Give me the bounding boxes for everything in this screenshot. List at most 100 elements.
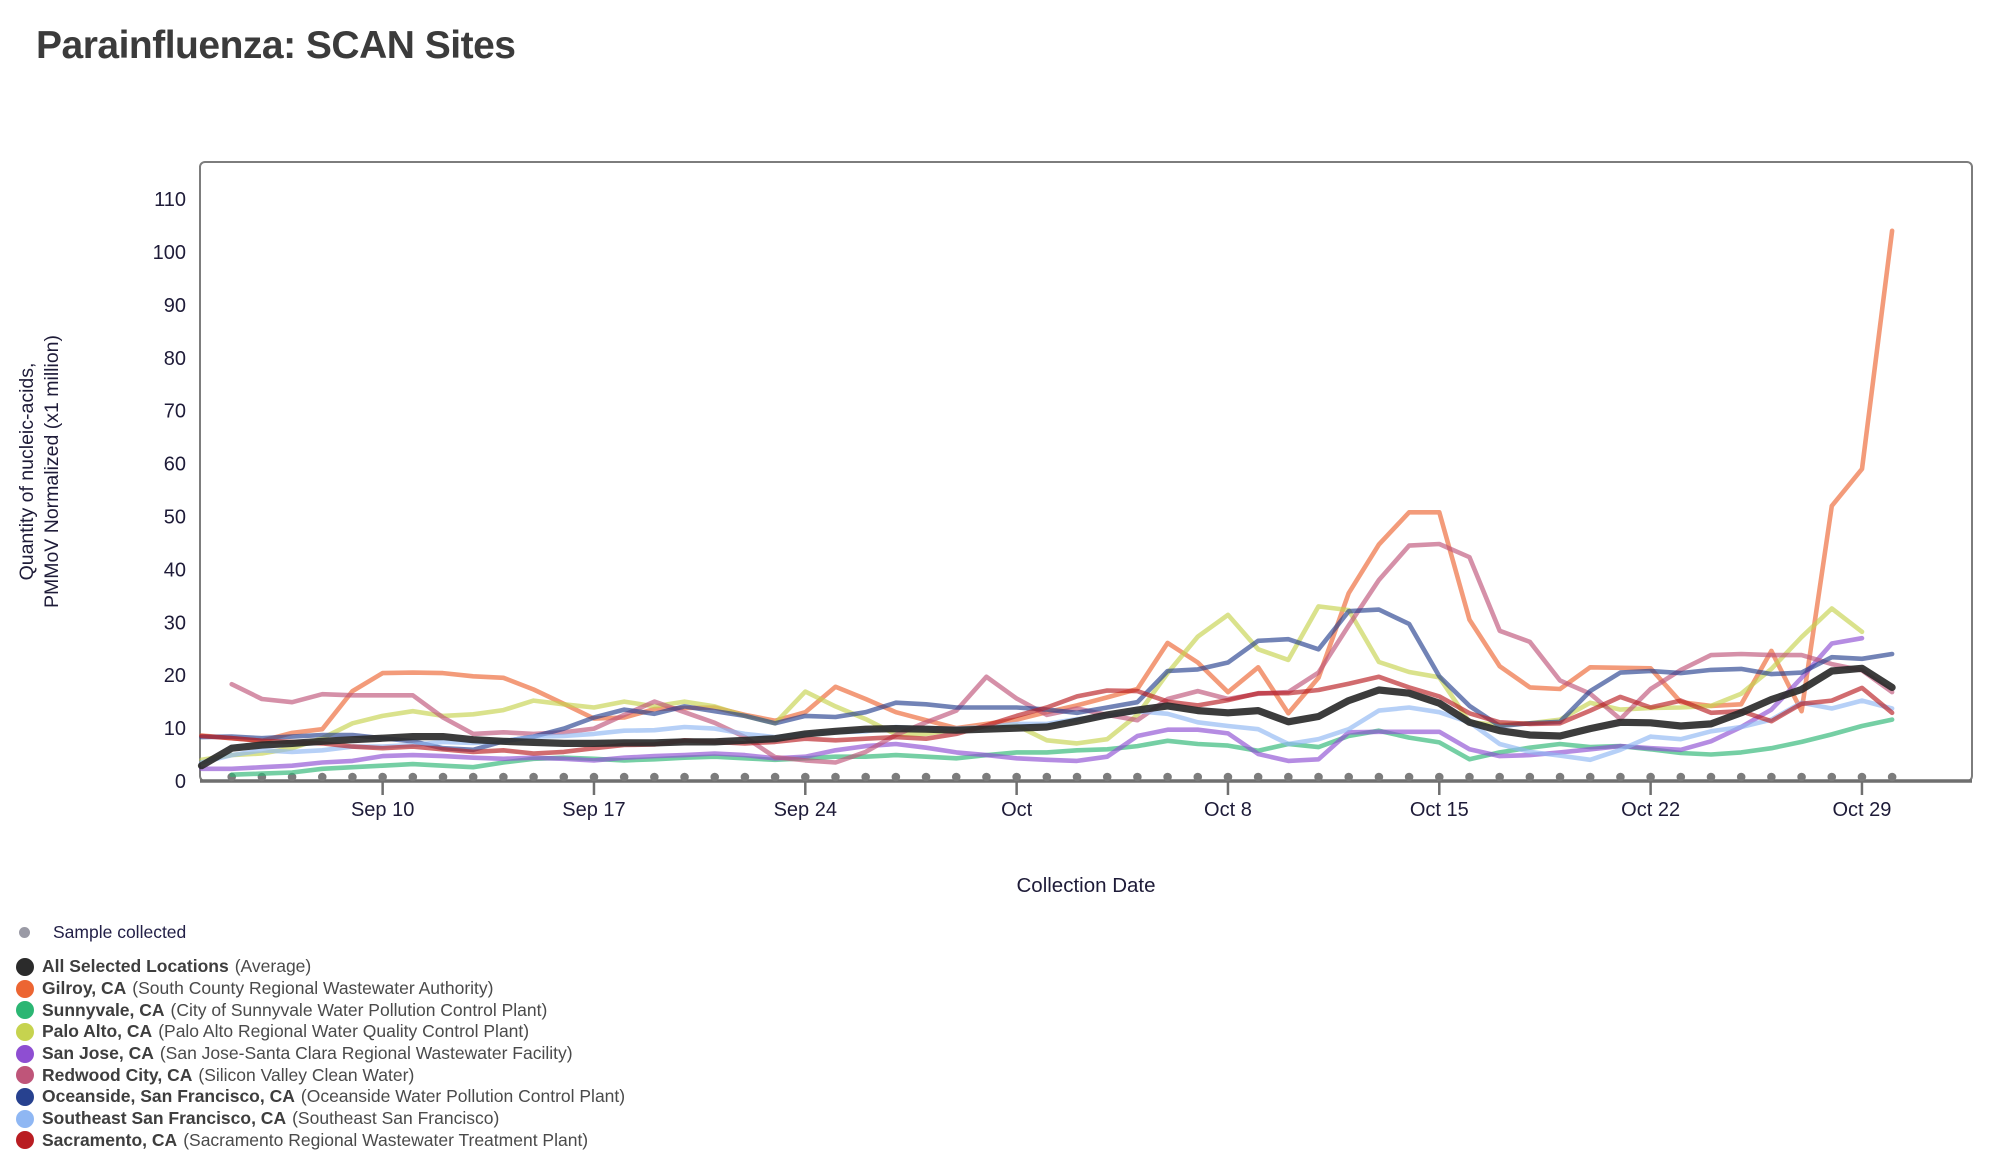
- legend-item-southeast-sf: Southeast San Francisco, CA (Southeast Sa…: [8, 1108, 1208, 1130]
- sample-dot: [1585, 772, 1595, 782]
- x-tick-label: Oct 22: [1621, 799, 1680, 821]
- series-line-all: [197, 664, 1896, 770]
- sample-dot: [1616, 772, 1625, 782]
- legend-swatch-palo-alto: [16, 1022, 34, 1041]
- legend-detail: (San Jose-Santa Clara Regional Wastewate…: [159, 1043, 573, 1064]
- legend-item-palo-alto: Palo Alto, CA (Palo Alto Regional Water Q…: [8, 1021, 1208, 1043]
- sample-dot: [1193, 772, 1203, 782]
- series-line-palo-alto: [199, 604, 1865, 763]
- legend-item-gilroy: Gilroy, CA (South County Regional Wastewa…: [8, 978, 1208, 1000]
- legend-name: Southeast San Francisco, CA: [42, 1108, 287, 1129]
- sample-dot: [1767, 772, 1776, 782]
- sample-dot: [619, 772, 629, 782]
- sample-dot: [1223, 772, 1233, 782]
- legend-item-san-jose: San Jose, CA (San Jose-Santa Clara Region…: [8, 1043, 1208, 1065]
- sample-dot: [468, 772, 478, 782]
- x-tick-label: Sep 10: [351, 799, 414, 821]
- y-tick-label: 20: [164, 665, 186, 687]
- sample-dot: [770, 772, 780, 782]
- legend-name: San Jose, CA: [42, 1043, 154, 1064]
- sample-dot: [1102, 772, 1112, 782]
- sample-dot: [559, 772, 569, 782]
- x-tick-label: Oct 29: [1832, 799, 1891, 821]
- sample-dot: [1344, 772, 1354, 782]
- sample-dot: [529, 772, 538, 782]
- sample-dot: [1374, 772, 1384, 782]
- legend-swatch-all: [16, 957, 34, 976]
- series-line-gilroy: [199, 228, 1895, 744]
- legend-name: Sacramento, CA: [42, 1129, 178, 1150]
- legend-detail: (Sacramento Regional Wastewater Treatmen…: [183, 1129, 589, 1150]
- legend-swatch-sunnyvale: [16, 1001, 34, 1020]
- sample-dot: [982, 772, 991, 782]
- x-axis-ticks: Sep 10 Sep 17 Sep 24 Oct Oct 8 Oct 15 Oct 22 Oc…: [351, 781, 1891, 821]
- legend-sample-label: Sample collected: [53, 922, 187, 942]
- y-tick-label: 10: [164, 718, 186, 740]
- legend-detail: (Silicon Valley Clean Water): [198, 1064, 415, 1085]
- y-tick-label: 60: [164, 454, 186, 476]
- plot-area[interactable]: [200, 162, 1972, 781]
- legend-swatch-oceanside: [16, 1087, 34, 1106]
- legend-detail: (Average): [234, 956, 312, 977]
- sample-dot: [1646, 772, 1655, 782]
- sample-dot: [1736, 772, 1746, 782]
- legend-name: Gilroy, CA: [42, 978, 127, 999]
- sample-dot: [1495, 772, 1504, 782]
- sample-dot: [1284, 772, 1293, 782]
- sample-dot: [1404, 772, 1414, 782]
- y-axis-title-line1: Quantity of nucleic-acids,: [16, 363, 38, 581]
- sample-dot: [499, 772, 508, 782]
- legend-item-sacramento: Sacramento, CA (Sacramento Regional Waste…: [8, 1130, 1208, 1152]
- sample-dot: [1072, 772, 1082, 782]
- x-axis-title: Collection Date: [1016, 874, 1155, 897]
- x-tick-label: Oct 15: [1410, 799, 1469, 821]
- y-axis-title-line2: PMMoV Normalized (x1 million): [41, 335, 63, 608]
- sample-dot: [1163, 772, 1172, 782]
- sample-dot: [1434, 772, 1444, 782]
- x-tick-label: Sep 24: [774, 799, 837, 821]
- sample-dot: [921, 772, 931, 782]
- sample-dot: [1857, 772, 1867, 782]
- y-tick-label: 110: [154, 189, 186, 211]
- y-axis-ticks: 0 10 20 30 40 50 60 70 80 90 100 110: [153, 189, 186, 793]
- sample-dot: [1133, 772, 1142, 782]
- sample-dot: [740, 772, 750, 782]
- legend-name: Oceanside, San Francisco, CA: [42, 1086, 295, 1107]
- legend-name: Palo Alto, CA: [42, 1021, 153, 1042]
- legend-item-sample-collected: Sample collected: [8, 921, 1208, 944]
- sample-dot: [1253, 772, 1263, 782]
- y-tick-label: 70: [164, 401, 186, 423]
- series-line-sacramento: [199, 674, 1895, 756]
- legend-item-sunnyvale: Sunnyvale, CA (City of Sunnyvale Water Po…: [8, 999, 1208, 1021]
- legend-swatch-southeast-sf: [16, 1109, 34, 1128]
- sample-dot: [801, 772, 810, 782]
- legend-name: Sunnyvale, CA: [42, 999, 165, 1020]
- sample-dot: [378, 772, 387, 782]
- legend-item-all: All Selected Locations (Average): [8, 956, 1208, 978]
- sample-dot-icon: [19, 927, 30, 938]
- sample-dot: [831, 772, 840, 782]
- y-tick-label: 90: [164, 295, 186, 317]
- legend-detail: (Palo Alto Regional Water Quality Contro…: [158, 1021, 530, 1042]
- y-tick-label: 100: [153, 242, 186, 264]
- chart-legend: Sample collected All Selected Locations (A…: [8, 921, 1208, 1151]
- x-tick-label: Sep 17: [562, 799, 625, 821]
- sample-dot: [861, 772, 870, 782]
- y-tick-label: 40: [164, 559, 186, 581]
- x-tick-label: Oct: [1001, 799, 1033, 821]
- sample-dot: [1465, 772, 1474, 782]
- sample-dot: [951, 772, 961, 782]
- sample-dot: [1797, 772, 1806, 782]
- sample-dot: [408, 772, 418, 782]
- legend-swatch-sacramento: [16, 1131, 34, 1150]
- series-line-san-jose: [199, 635, 1865, 772]
- sample-dot: [680, 772, 689, 782]
- sample-dot: [1676, 772, 1686, 782]
- legend-detail: (City of Sunnyvale Water Pollution Contr…: [170, 999, 548, 1020]
- y-tick-label: 30: [164, 612, 186, 634]
- sample-collected-dots: [227, 772, 1897, 782]
- sample-dot: [710, 772, 720, 782]
- sample-dot: [1525, 772, 1535, 782]
- sample-dot: [1887, 772, 1897, 782]
